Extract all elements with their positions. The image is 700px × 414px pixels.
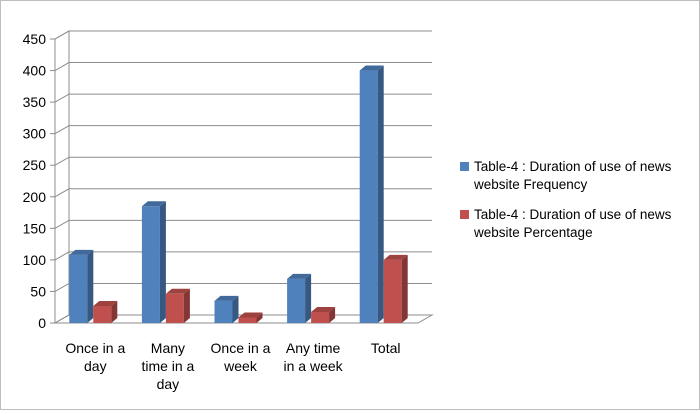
x-category-label: Once in a day <box>65 340 125 374</box>
gridline <box>54 62 432 71</box>
bar <box>165 288 190 323</box>
bar <box>238 312 263 323</box>
x-category-label: Any time in a week <box>284 340 344 374</box>
bar-side <box>232 295 239 323</box>
legend-item: Table-4 : Duration of use of news website… <box>460 207 672 240</box>
legend-swatch <box>460 162 469 171</box>
bar-top <box>141 201 166 207</box>
gridline <box>54 93 432 103</box>
x-category-label: Many time in a day <box>141 340 194 392</box>
gridline <box>54 219 432 229</box>
y-tick-label: 300 <box>23 126 47 142</box>
gridline <box>54 125 432 135</box>
gridline <box>54 188 432 198</box>
bar-front <box>359 70 378 323</box>
bar-side <box>377 65 384 324</box>
bar-side <box>305 273 312 323</box>
y-tick-label: 350 <box>23 94 47 110</box>
y-tick-label: 100 <box>23 252 47 268</box>
bar-top <box>311 306 336 312</box>
bar-side <box>329 306 336 323</box>
y-tick-label: 250 <box>23 157 47 173</box>
bar-top <box>69 249 94 255</box>
y-tick-label: 50 <box>30 283 46 299</box>
gridline <box>54 251 432 261</box>
legend-swatch <box>460 210 469 219</box>
bar-front <box>141 206 160 323</box>
bar-front <box>311 311 330 323</box>
bar-side <box>159 201 166 323</box>
bar <box>69 249 94 323</box>
bar-top <box>383 254 408 260</box>
bar <box>359 65 384 324</box>
y-tick-label: 450 <box>23 31 47 47</box>
bar-side <box>183 288 190 323</box>
bar-front <box>238 317 257 323</box>
side-wall <box>54 30 70 324</box>
legend-label: Table-4 : Duration of use of news website… <box>473 207 672 240</box>
bar-front <box>165 293 184 323</box>
bar-side <box>401 254 408 323</box>
x-category-label: Once in a week <box>211 340 271 374</box>
bar-side <box>111 300 118 323</box>
bar-top <box>165 288 190 294</box>
bar-top <box>287 273 312 279</box>
x-axis-category-labels: Once in a day Many time in a day Once in a wee… <box>65 340 400 392</box>
y-tick-label: 200 <box>23 189 47 205</box>
bar-side <box>87 249 94 323</box>
bar <box>287 273 312 323</box>
gridline <box>54 30 432 40</box>
bar <box>214 295 239 323</box>
legend-item: Table-4 : Duration of use of news website… <box>460 159 672 192</box>
legend: Table-4 : Duration of use of news website… <box>460 159 672 240</box>
y-tick-label: 150 <box>23 220 47 236</box>
bar-front <box>93 305 112 323</box>
x-category-label: Total <box>371 340 401 356</box>
bar <box>311 306 336 323</box>
bar-front <box>287 278 306 323</box>
bar-front <box>214 300 233 323</box>
bar-top <box>359 65 384 71</box>
bar-front <box>69 254 88 323</box>
bars <box>69 65 408 324</box>
bar <box>383 254 408 323</box>
bar <box>141 201 166 323</box>
bar-top <box>238 312 263 318</box>
bar-top <box>214 295 239 301</box>
axes <box>50 38 56 324</box>
gridlines <box>54 30 432 324</box>
gridline <box>54 156 432 166</box>
bar <box>93 300 118 323</box>
legend-label: Table-4 : Duration of use of news website… <box>473 159 672 192</box>
y-axis-tick-labels: 0 50 100 150 200 250 300 350 400 450 <box>23 31 47 331</box>
y-tick-label: 400 <box>23 63 47 79</box>
bar-side <box>256 312 263 323</box>
bar-front <box>383 259 402 323</box>
y-tick-label: 0 <box>38 315 46 331</box>
bar-top <box>93 300 118 306</box>
